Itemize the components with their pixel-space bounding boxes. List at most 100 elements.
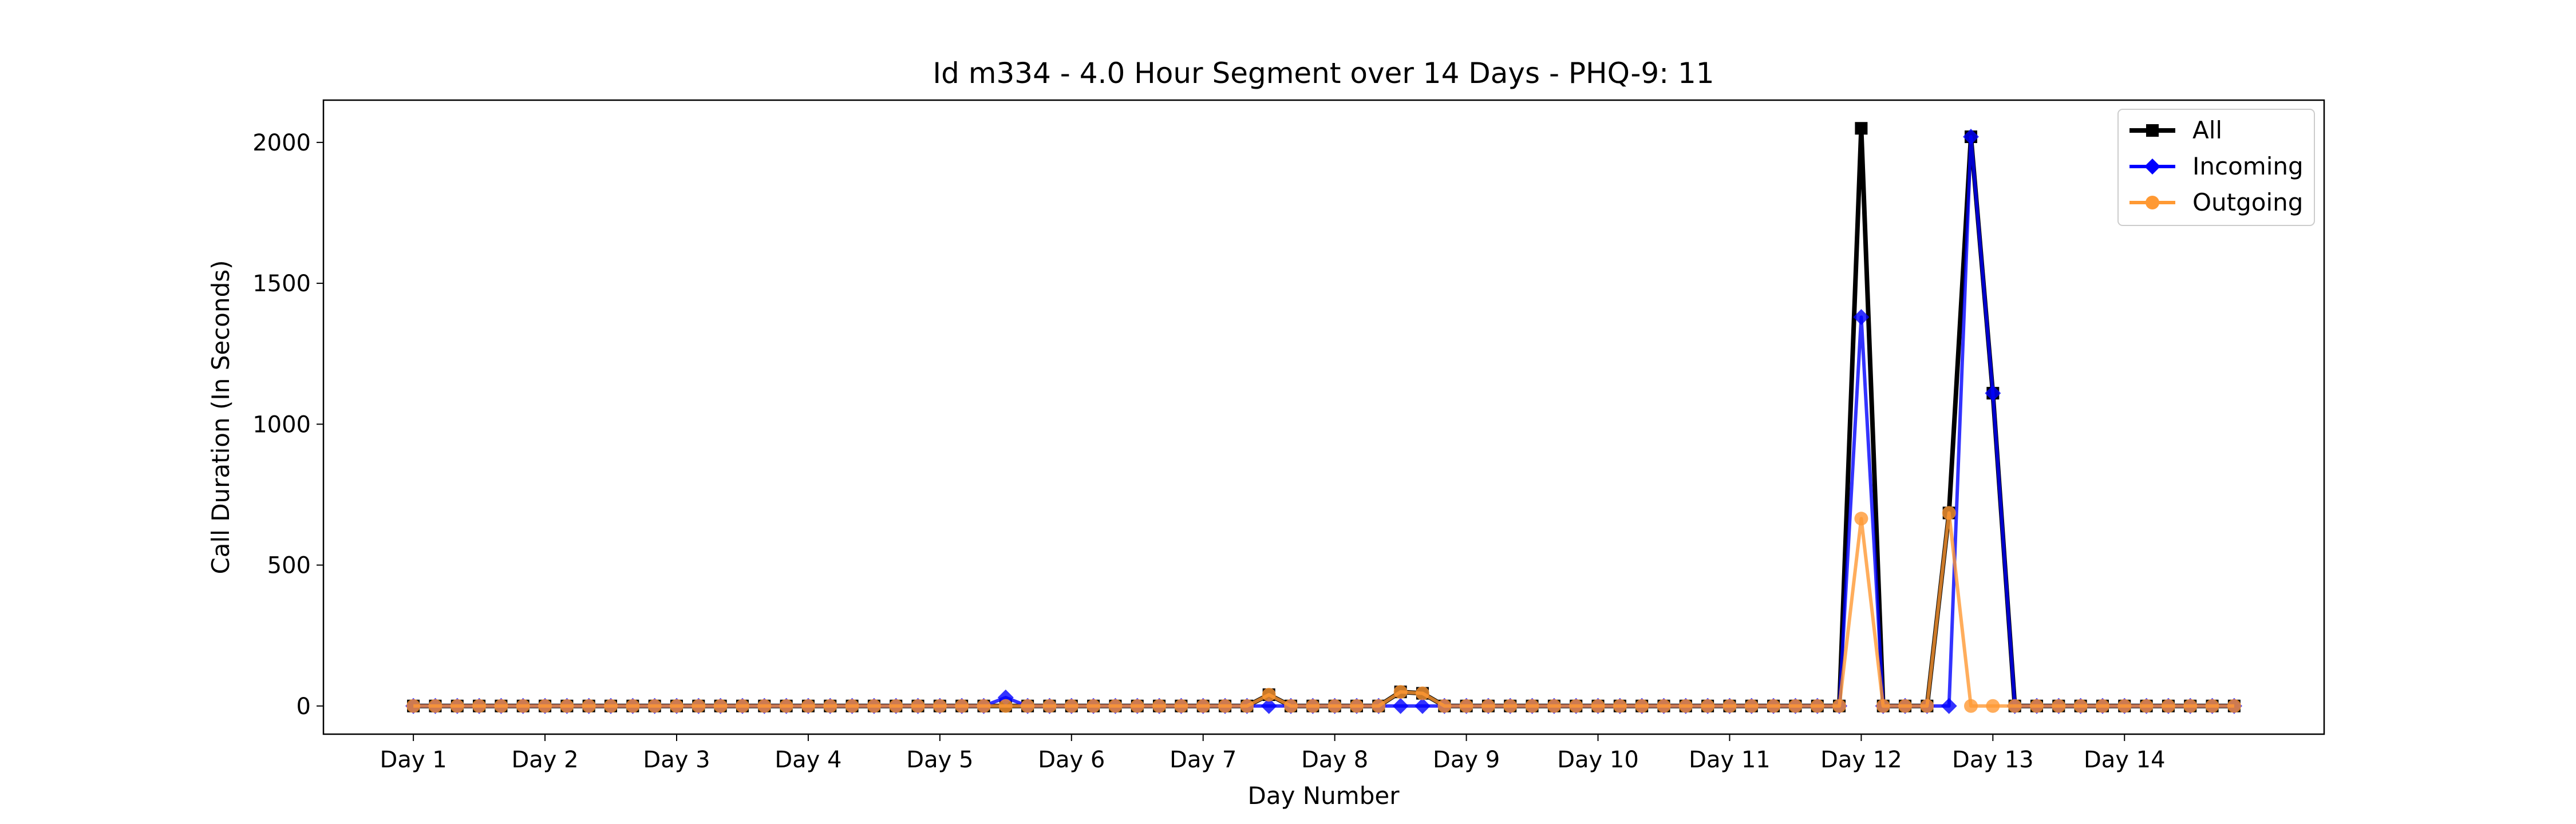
data-point-incoming xyxy=(1853,309,1870,326)
data-point-outgoing xyxy=(1503,699,1518,713)
data-point-outgoing xyxy=(1613,699,1627,713)
data-point-outgoing xyxy=(1591,699,1605,713)
data-point-outgoing xyxy=(538,699,552,713)
data-point-outgoing xyxy=(626,699,640,713)
data-point-outgoing xyxy=(560,699,574,713)
data-point-outgoing xyxy=(1459,699,1473,713)
y-tick-label: 1000 xyxy=(252,411,311,438)
y-tick-label: 0 xyxy=(297,694,311,720)
data-point-outgoing xyxy=(1306,699,1320,713)
data-point-outgoing xyxy=(669,699,683,713)
data-point-outgoing xyxy=(735,699,749,713)
data-point-outgoing xyxy=(1832,699,1847,713)
data-point-outgoing xyxy=(2095,699,2109,713)
data-point-outgoing xyxy=(1854,512,1868,526)
legend-entries: All Incoming Outgoing xyxy=(2129,116,2304,216)
data-point-outgoing xyxy=(2117,699,2132,713)
x-axis-ticks: Day 1 Day 2 Day 3 Day 4 Day 5 Day 6 Day 7 Day 8… xyxy=(380,734,2166,773)
data-point-outgoing xyxy=(779,699,793,713)
data-point-outgoing xyxy=(1569,699,1583,713)
data-point-outgoing xyxy=(472,699,487,713)
y-tick-label: 1500 xyxy=(252,271,311,297)
x-axis-label: Day Number xyxy=(1247,782,1400,810)
legend-marker-incoming xyxy=(2144,159,2160,175)
data-point-outgoing xyxy=(845,699,859,713)
legend-label-incoming: Incoming xyxy=(2192,152,2304,180)
x-tick-label: Day 11 xyxy=(1689,747,1771,773)
data-point-outgoing xyxy=(1218,699,1232,713)
legend-marker-all xyxy=(2146,124,2159,137)
data-point-outgoing xyxy=(1767,699,1781,713)
data-point-incoming xyxy=(1941,698,1957,714)
legend-label-outgoing: Outgoing xyxy=(2192,188,2303,216)
data-point-outgoing xyxy=(1240,699,1254,713)
data-point-outgoing xyxy=(713,699,728,713)
data-point-outgoing xyxy=(933,699,947,713)
x-tick-label: Day 2 xyxy=(511,747,578,773)
data-point-outgoing xyxy=(1876,699,1890,713)
legend-marker-outgoing xyxy=(2146,196,2159,209)
data-point-outgoing xyxy=(1262,688,1276,702)
data-point-outgoing xyxy=(2008,699,2022,713)
chart-title: Id m334 - 4.0 Hour Segment over 14 Days … xyxy=(933,57,1714,90)
data-point-outgoing xyxy=(1108,699,1123,713)
data-point-outgoing xyxy=(1635,699,1649,713)
data-point-outgoing xyxy=(2139,699,2154,713)
data-point-outgoing xyxy=(1547,699,1561,713)
data-point-outgoing xyxy=(801,699,815,713)
plot-area-frame xyxy=(322,99,2325,735)
data-point-outgoing xyxy=(692,699,706,713)
data-point-outgoing xyxy=(1481,699,1495,713)
series-layer xyxy=(405,122,2242,714)
legend-label-all: All xyxy=(2192,116,2222,144)
data-point-incoming xyxy=(1985,385,2001,402)
data-point-outgoing xyxy=(1284,699,1298,713)
data-point-outgoing xyxy=(955,699,969,713)
data-point-outgoing xyxy=(1722,699,1737,713)
data-point-outgoing xyxy=(757,699,772,713)
y-axis-label: Call Duration (In Seconds) xyxy=(207,260,235,574)
legend-frame xyxy=(2117,109,2315,226)
data-point-outgoing xyxy=(1372,699,1386,713)
data-point-outgoing xyxy=(1415,686,1429,700)
data-point-outgoing xyxy=(1678,699,1693,713)
data-point-outgoing xyxy=(1021,699,1035,713)
data-point-outgoing xyxy=(1701,699,1715,713)
data-point-outgoing xyxy=(2029,699,2044,713)
x-tick-label: Day 13 xyxy=(1952,747,2034,773)
x-tick-label: Day 7 xyxy=(1170,747,1236,773)
data-point-outgoing xyxy=(1349,699,1364,713)
x-tick-label: Day 8 xyxy=(1301,747,1368,773)
y-tick-label: 500 xyxy=(267,553,311,579)
data-point-outgoing xyxy=(2227,699,2241,713)
data-point-outgoing xyxy=(1942,506,1956,520)
y-tick-label: 2000 xyxy=(252,130,311,156)
data-point-outgoing xyxy=(867,699,881,713)
data-point-incoming xyxy=(1392,698,1409,714)
data-point-outgoing xyxy=(1810,699,1824,713)
x-tick-label: Day 5 xyxy=(906,747,973,773)
data-point-outgoing xyxy=(1657,699,1671,713)
data-point-incoming xyxy=(1414,698,1431,714)
data-point-incoming xyxy=(1963,129,1980,145)
data-point-outgoing xyxy=(428,699,442,713)
data-point-outgoing xyxy=(1393,685,1408,699)
data-point-outgoing xyxy=(516,699,530,713)
data-point-outgoing xyxy=(2205,699,2219,713)
data-point-outgoing xyxy=(1744,699,1759,713)
x-tick-label: Day 12 xyxy=(1820,747,1902,773)
data-point-incoming xyxy=(1261,698,1277,714)
x-tick-label: Day 10 xyxy=(1557,747,1639,773)
data-point-outgoing xyxy=(1064,699,1078,713)
data-point-outgoing xyxy=(977,699,991,713)
data-point-outgoing xyxy=(647,699,662,713)
x-tick-label: Day 1 xyxy=(380,747,447,773)
data-point-outgoing xyxy=(911,699,925,713)
data-point-outgoing xyxy=(2052,699,2066,713)
data-point-outgoing xyxy=(1437,699,1452,713)
data-point-outgoing xyxy=(2073,699,2088,713)
data-point-outgoing xyxy=(1130,699,1144,713)
data-point-outgoing xyxy=(1964,699,1978,713)
data-point-outgoing xyxy=(2161,699,2175,713)
